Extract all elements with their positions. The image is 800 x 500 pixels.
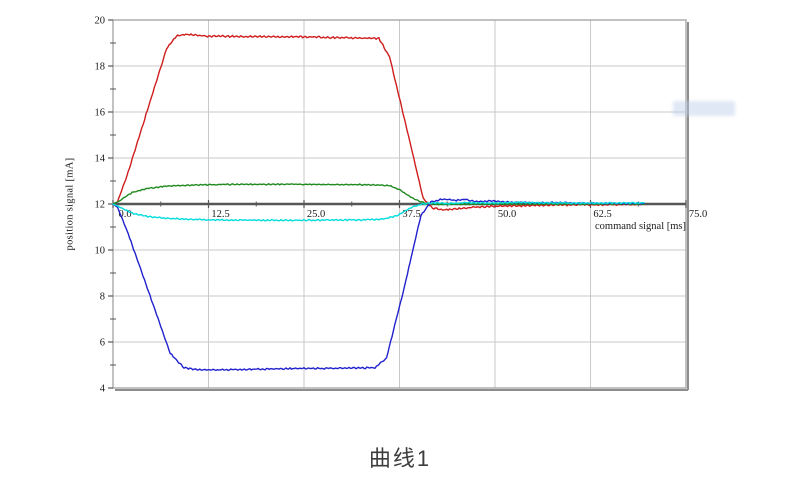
y-tick-label: 12 (95, 200, 106, 211)
x-tick-label: 37.5 (402, 209, 420, 220)
watermark (673, 101, 735, 116)
y-tick-label: 14 (95, 154, 106, 165)
x-tick-label: 25.0 (307, 209, 325, 220)
series-red-trace (112, 33, 645, 211)
chart-title: 曲线1 (368, 446, 432, 471)
x-tick-label: 12.5 (211, 209, 229, 220)
y-tick-label: 8 (100, 292, 105, 303)
y-tick-label: 16 (95, 108, 106, 119)
series-green-trace (112, 182, 645, 206)
y-tick-label: 20 (95, 16, 106, 27)
y-tick-label: 4 (100, 384, 106, 395)
x-tick-label: 75.0 (689, 209, 707, 220)
y-tick-label: 10 (95, 246, 106, 257)
x-tick-label: 50.0 (498, 209, 516, 220)
x-tick-label: 62.5 (593, 209, 611, 220)
y-tick-label: 18 (95, 62, 106, 73)
series-cyan-trace (112, 201, 645, 222)
x-tick-label: 0.0 (118, 209, 131, 220)
x-axis-title: command signal [ms] (595, 221, 686, 232)
y-axis-title: position signal [mA] (64, 157, 76, 251)
y-tick-label: 6 (100, 338, 105, 349)
series-blue-trace (112, 198, 645, 372)
